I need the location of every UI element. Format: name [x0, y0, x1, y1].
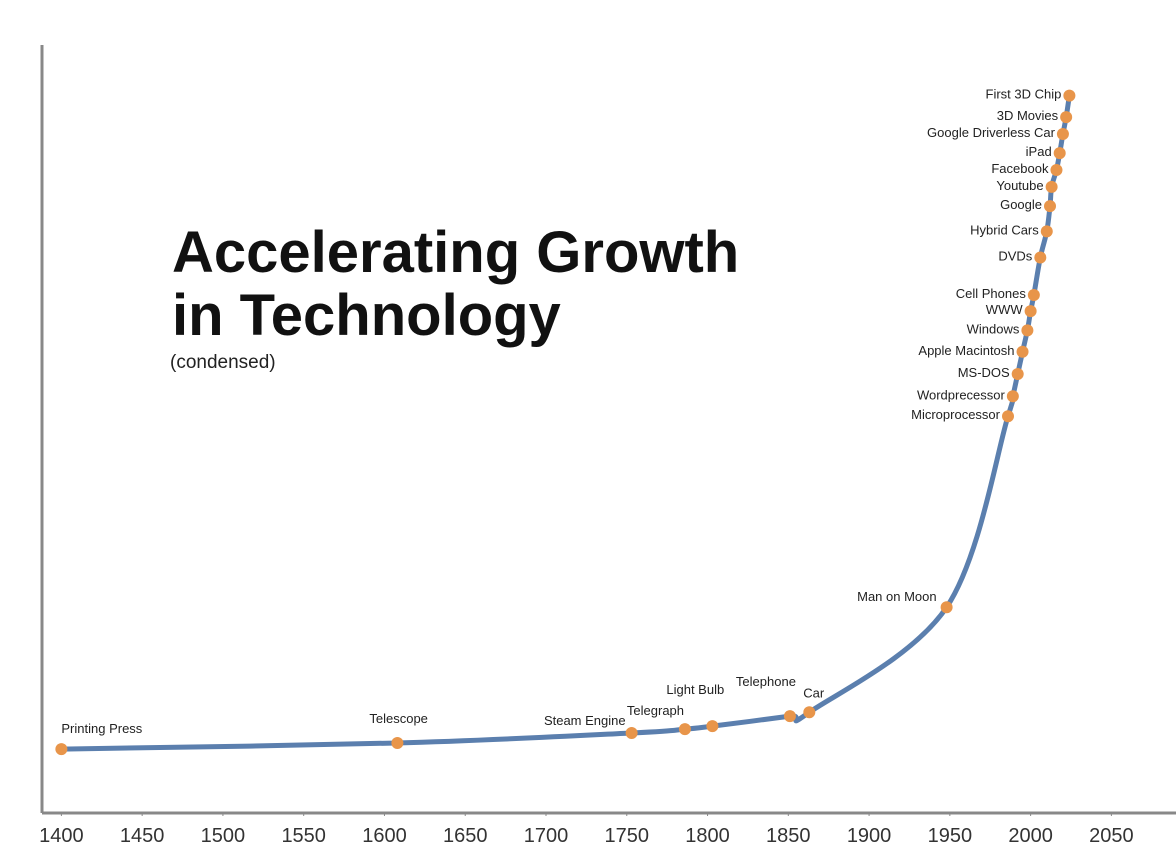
chart-title: in Technology — [172, 283, 561, 348]
point-label: Telegraph — [627, 703, 684, 718]
data-point — [803, 706, 816, 719]
x-tick-label: 1500 — [201, 825, 246, 847]
data-point — [1027, 289, 1040, 302]
x-tick-label: 1550 — [281, 825, 326, 847]
data-point — [1053, 147, 1066, 160]
series-line — [61, 95, 1072, 752]
point-label: DVDs — [998, 248, 1032, 263]
point-label: Youtube — [996, 178, 1043, 193]
data-point — [1040, 225, 1053, 238]
data-point — [1021, 324, 1034, 337]
point-label: Google Driverless Car — [927, 125, 1056, 140]
point-label: Cell Phones — [956, 286, 1027, 301]
x-tick-label: 1400 — [39, 825, 84, 847]
point-label: Telephone — [736, 674, 796, 689]
data-point — [940, 601, 953, 614]
x-tick-label: 1450 — [120, 825, 165, 847]
point-label: Hybrid Cars — [970, 222, 1039, 237]
data-point — [1006, 390, 1019, 403]
point-label: 3D Movies — [997, 108, 1059, 123]
point-label: Windows — [967, 321, 1020, 336]
data-point — [625, 726, 638, 739]
point-label: Steam Engine — [544, 713, 626, 728]
data-point — [55, 743, 68, 756]
data-point — [1060, 111, 1073, 124]
x-tick-label: 2050 — [1089, 825, 1134, 847]
data-point — [391, 736, 404, 749]
chart-subtitle: (condensed) — [170, 352, 276, 373]
point-label: iPad — [1026, 144, 1052, 159]
data-point — [1050, 164, 1063, 177]
data-point — [1063, 89, 1076, 102]
point-label: Telescope — [369, 711, 428, 726]
point-label: Printing Press — [61, 721, 142, 736]
data-point — [783, 710, 796, 723]
data-point — [1034, 251, 1047, 264]
point-label: WWW — [986, 302, 1024, 317]
point-label: Google — [1000, 197, 1042, 212]
data-point — [1016, 345, 1029, 358]
data-point — [706, 720, 719, 733]
point-label: MS-DOS — [958, 365, 1010, 380]
data-point — [1011, 368, 1024, 381]
x-tick-label: 2000 — [1008, 825, 1053, 847]
point-label: Apple Macintosh — [918, 343, 1014, 358]
x-tick-label: 1650 — [443, 825, 488, 847]
x-tick-label: 1800 — [685, 825, 730, 847]
point-label: First 3D Chip — [986, 87, 1062, 102]
data-point — [1002, 410, 1014, 423]
x-tick-label: 1950 — [928, 825, 973, 847]
data-point — [1056, 127, 1069, 140]
point-label: Facebook — [991, 161, 1049, 176]
data-point — [678, 723, 691, 736]
point-label: Wordprecessor — [917, 387, 1006, 402]
chart-title: Accelerating Growth — [172, 220, 739, 285]
point-label: Car — [803, 685, 825, 700]
point-label: Man on Moon — [857, 589, 937, 604]
data-point — [1024, 305, 1037, 318]
point-label: Microprocessor — [911, 407, 1001, 422]
data-point — [1044, 200, 1056, 213]
x-tick-label: 1900 — [847, 825, 892, 847]
x-tick-label: 1750 — [605, 825, 650, 847]
point-label: Light Bulb — [666, 682, 724, 697]
x-tick-label: 1600 — [362, 825, 407, 847]
x-tick-label: 1850 — [766, 825, 811, 847]
data-point — [1045, 180, 1058, 193]
x-tick-label: 1700 — [524, 825, 569, 847]
